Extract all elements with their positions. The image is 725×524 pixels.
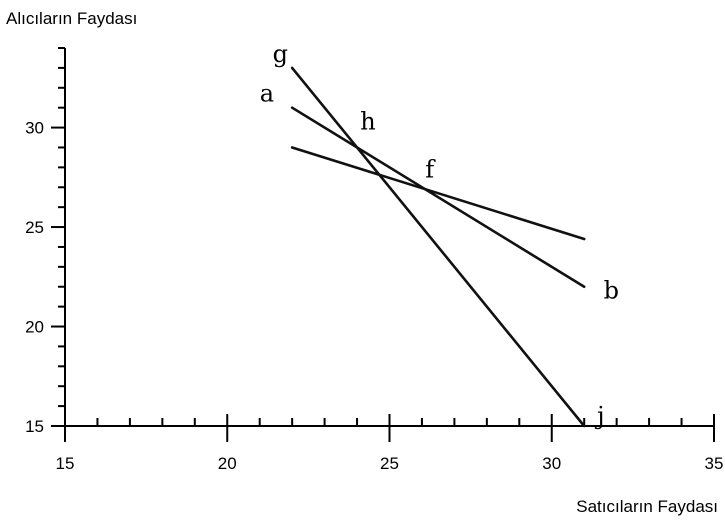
x-tick-label: 15 (56, 454, 75, 473)
y-axis-title: Alıcıların Faydası (6, 9, 137, 28)
point-labels: a b g j h f (260, 40, 619, 430)
point-label-h: h (360, 108, 375, 136)
ticks: 15 20 25 30 35 15 20 25 30 (25, 47, 724, 473)
x-tick-label: 25 (380, 454, 399, 473)
x-tick-label: 30 (542, 454, 561, 473)
point-label-g: g (273, 40, 288, 68)
y-tick-label: 20 (25, 318, 44, 337)
point-label-b: b (604, 277, 619, 305)
series-line-3 (290, 146, 586, 241)
x-tick-label: 35 (705, 454, 724, 473)
x-axis-title: Satıcıların Faydası (576, 497, 718, 516)
x-tick-label: 20 (218, 454, 237, 473)
point-label-f: f (425, 155, 436, 183)
series-line-1 (290, 106, 586, 289)
series-line-2 (290, 66, 586, 428)
point-label-a: a (260, 80, 274, 108)
y-tick-label: 15 (25, 417, 44, 436)
y-tick-label: 30 (25, 119, 44, 138)
series (290, 66, 586, 428)
y-tick-label: 25 (25, 218, 44, 237)
point-label-j: j (594, 402, 604, 430)
